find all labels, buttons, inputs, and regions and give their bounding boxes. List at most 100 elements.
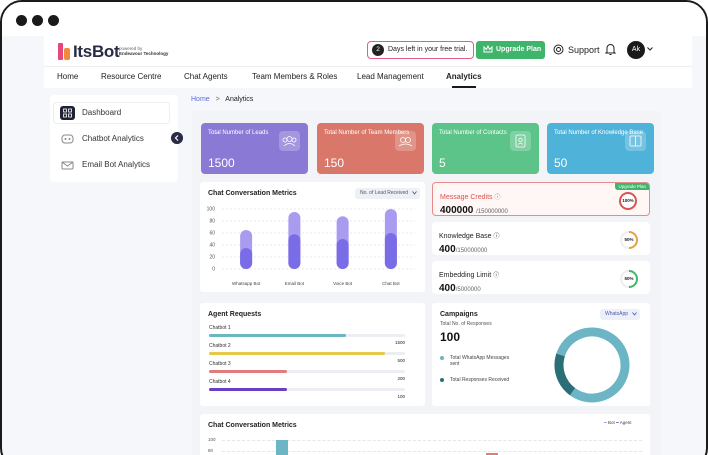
support-button[interactable]: Support — [553, 43, 600, 57]
upgrade-label: Upgrade Plan — [496, 46, 542, 53]
nav-home[interactable]: Home — [57, 72, 79, 81]
nav-team-members[interactable]: Team Members & Roles — [252, 72, 338, 81]
upgrade-plan-badge[interactable]: Upgrade Plan — [615, 183, 649, 190]
agent-bar — [209, 334, 347, 337]
agent-value: 200 — [397, 376, 405, 381]
responses-value: 100 — [440, 330, 461, 344]
window-dot[interactable] — [48, 15, 59, 26]
team-icon — [395, 131, 416, 151]
metric-label-text: Embedding Limit — [439, 272, 492, 279]
company-name: Endeavour Technology — [119, 51, 169, 56]
lead-metric-dropdown[interactable]: No. of Lead Received — [355, 188, 421, 199]
users-icon — [279, 131, 300, 151]
chatbot-icon — [61, 134, 74, 144]
bell-icon[interactable] — [605, 43, 616, 56]
trial-days: 2 — [372, 44, 384, 56]
stat-value: 1500 — [208, 156, 235, 170]
brand-sub: powered by Endeavour Technology — [119, 46, 168, 56]
support-label: Support — [568, 45, 600, 55]
bottom-chat-metrics-card: Chat Conversation Metrics ━ Bot ━ Agent … — [200, 414, 650, 455]
upgrade-plan-button[interactable]: Upgrade Plan — [476, 41, 545, 59]
bar-lower[interactable] — [384, 233, 397, 269]
agent-row: Chatbot 2 500 — [209, 343, 405, 363]
bar-lower[interactable] — [336, 239, 349, 269]
agent-bar — [209, 352, 386, 355]
stat-card-knowledge-base[interactable]: Total Number of Knowledge Base 50 — [547, 123, 654, 174]
brand-logo-icon — [58, 43, 70, 60]
donut-slice[interactable] — [556, 327, 630, 403]
metric-label: Message Credits ⓘ — [440, 192, 501, 201]
legend-label: Agent — [619, 420, 632, 425]
info-icon[interactable]: ⓘ — [493, 273, 500, 279]
progress-percent: 50% — [624, 276, 634, 281]
metric-total: /150000000 — [455, 248, 488, 254]
metric-value-number: 400000 — [440, 205, 474, 216]
knowledge-base-card: Knowledge Base ⓘ 400/150000000 50% — [432, 222, 650, 255]
y-tick-label: 80 — [209, 219, 215, 225]
nav-chat-agents[interactable]: Chat Agents — [184, 72, 228, 81]
y-tick: 100 — [208, 437, 216, 442]
chevron-down-icon[interactable] — [647, 47, 653, 51]
sidebar-item-dashboard[interactable]: Dashboard — [54, 103, 169, 123]
main-nav: Home Resource Centre Chat Agents Team Me… — [44, 66, 692, 88]
support-icon — [553, 44, 564, 55]
sidebar-item-label: Email Bot Analytics — [82, 160, 151, 169]
y-tick: 80 — [208, 448, 214, 453]
donut-slice[interactable] — [554, 353, 576, 396]
stat-value: 150 — [324, 156, 345, 170]
nav-lead-management[interactable]: Lead Management — [357, 72, 424, 81]
sidebar-item-label: Chatbot Analytics — [82, 134, 144, 143]
trial-text: Days left in your free trial. — [388, 46, 468, 53]
trial-banner: 2 Days left in your free trial. — [367, 41, 474, 59]
stat-card-contacts[interactable]: Total Number of Contacts 5 — [432, 123, 539, 174]
info-icon[interactable]: ⓘ — [494, 195, 501, 201]
grid-line — [222, 451, 642, 452]
agent-requests-card: Agent Requests Chatbot 1 1500 Chatbot 2 … — [200, 303, 425, 406]
stat-label: Total Number of Contacts — [439, 130, 507, 136]
stat-card-team-members[interactable]: Total Number of Team Members 150 — [317, 123, 424, 174]
stat-value: 5 — [439, 156, 446, 170]
legend-label: Total WhatsApp Messages sent — [450, 355, 510, 367]
agent-track — [209, 370, 405, 373]
powered-by-label: powered by — [119, 46, 143, 51]
breadcrumb: Home > Analytics — [191, 96, 253, 103]
x-tick-label: Voice Bot — [333, 281, 353, 286]
campaigns-title: Campaigns — [440, 311, 478, 318]
campaign-channel-dropdown[interactable]: WhatsApp — [600, 309, 641, 320]
breadcrumb-home[interactable]: Home — [191, 96, 210, 103]
collapse-sidebar-icon[interactable] — [171, 132, 183, 144]
legend-swatch: ━ — [616, 420, 619, 425]
chevron-down-icon — [412, 191, 417, 195]
x-tick-label: Chat Bot — [382, 281, 400, 286]
y-tick-label: 100 — [207, 207, 216, 213]
brand-name: ItsBot — [73, 42, 120, 61]
chat-metrics-card: Chat Conversation Metrics No. of Lead Re… — [200, 182, 425, 292]
agent-value: 100 — [397, 394, 405, 399]
window-dot[interactable] — [32, 15, 43, 26]
stat-card-leads[interactable]: Total Number of Leads 1500 — [201, 123, 308, 174]
agent-track — [209, 352, 405, 355]
embedding-limit-card: Embedding Limit ⓘ 400/5000000 50% — [432, 261, 650, 294]
bar-lower[interactable] — [240, 248, 253, 269]
sidebar-item-email-bot-analytics[interactable]: Email Bot Analytics — [54, 155, 169, 175]
agent-bar — [209, 388, 288, 391]
nav-analytics[interactable]: Analytics — [446, 72, 482, 81]
chat-metrics-chart: 100 80 60 40 20 0 Whatsapp Bot Email Bot Voice B… — [207, 207, 415, 286]
chevron-down-icon — [632, 312, 637, 316]
bar — [486, 453, 498, 455]
nav-active-indicator — [452, 86, 476, 88]
avatar[interactable]: Ak — [627, 41, 645, 59]
contact-icon — [510, 131, 531, 151]
stat-label: Total Number of Knowledge Base — [554, 130, 644, 136]
breadcrumb-current: Analytics — [225, 96, 254, 103]
agent-value: 1500 — [394, 340, 405, 345]
bar-lower[interactable] — [288, 234, 301, 269]
window-dot[interactable] — [16, 15, 27, 26]
agent-label: Chatbot 4 — [209, 379, 231, 385]
sidebar-item-chatbot-analytics[interactable]: Chatbot Analytics — [54, 129, 169, 149]
nav-resource-centre[interactable]: Resource Centre — [101, 72, 162, 81]
info-icon[interactable]: ⓘ — [493, 234, 500, 240]
agent-requests-title: Agent Requests — [208, 311, 262, 318]
agent-label: Chatbot 1 — [209, 325, 231, 331]
agent-value: 500 — [397, 358, 405, 363]
